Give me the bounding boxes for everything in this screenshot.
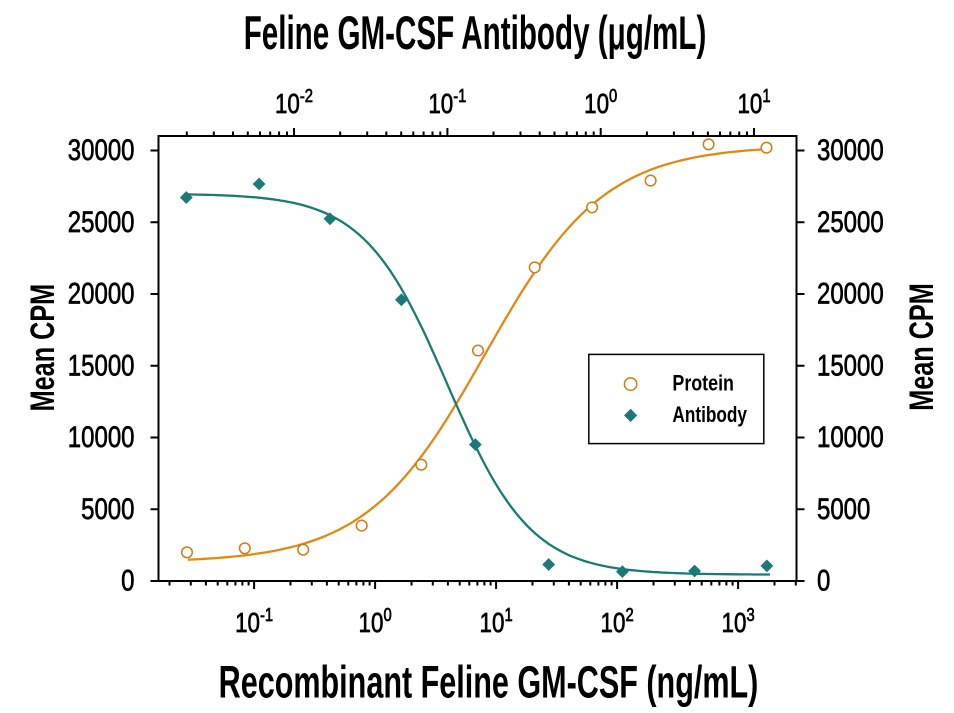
svg-text:25000: 25000 [817, 204, 884, 238]
svg-text:0: 0 [817, 563, 830, 597]
svg-text:100: 100 [359, 604, 392, 638]
svg-text:5000: 5000 [81, 491, 134, 525]
svg-text:15000: 15000 [817, 348, 884, 382]
svg-text:Recombinant Feline GM-CSF (ng/: Recombinant Feline GM-CSF (ng/mL) [219, 658, 759, 708]
svg-text:30000: 30000 [817, 132, 884, 166]
svg-text:10000: 10000 [817, 419, 884, 453]
svg-text:10000: 10000 [68, 419, 135, 453]
svg-text:0: 0 [121, 563, 134, 597]
svg-text:Mean CPM: Mean CPM [903, 283, 940, 410]
svg-text:20000: 20000 [817, 276, 884, 310]
svg-text:25000: 25000 [68, 204, 135, 238]
svg-text:Mean CPM: Mean CPM [24, 284, 61, 411]
svg-text:Feline GM-CSF Antibody (μg/mL): Feline GM-CSF Antibody (μg/mL) [244, 7, 707, 60]
svg-text:5000: 5000 [817, 491, 870, 525]
svg-text:30000: 30000 [68, 132, 135, 166]
svg-text:15000: 15000 [68, 348, 135, 382]
svg-text:Antibody: Antibody [672, 403, 747, 427]
svg-text:Protein: Protein [672, 372, 734, 396]
svg-text:20000: 20000 [68, 276, 135, 310]
